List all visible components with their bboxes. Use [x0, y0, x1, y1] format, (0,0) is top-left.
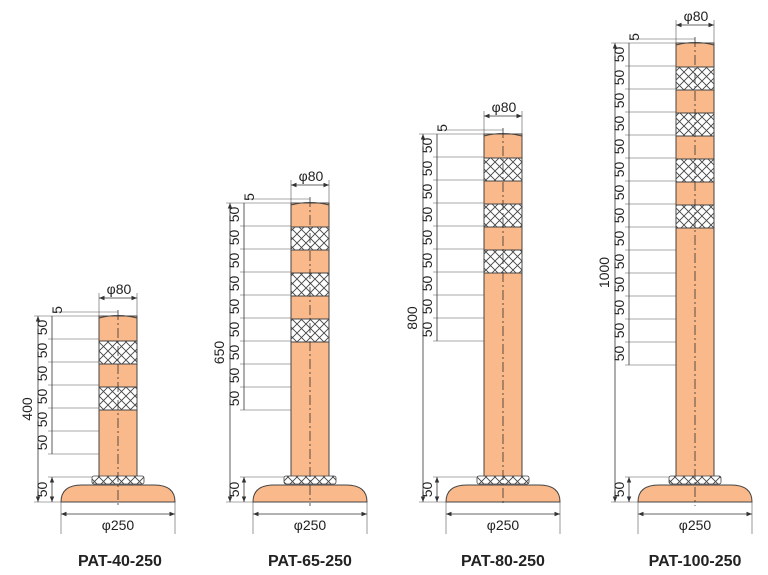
- band-dim-label: 50: [419, 230, 435, 246]
- band-dim-label: 50: [226, 230, 242, 246]
- band-dim-label: 50: [611, 47, 627, 63]
- base-height-label: 50: [34, 482, 50, 498]
- top-diameter-label: φ80: [107, 281, 132, 297]
- top-diameter-label: φ80: [492, 99, 517, 115]
- band-dim-label: 50: [611, 116, 627, 132]
- band-dim-label: 50: [611, 231, 627, 247]
- band-dim-label: 50: [419, 207, 435, 223]
- cap-label: 5: [434, 124, 450, 132]
- band-dim-label: 50: [34, 389, 50, 405]
- band-dim-label: 50: [34, 366, 50, 382]
- band-dim-label: 50: [226, 368, 242, 384]
- band-dim-label: 50: [419, 161, 435, 177]
- band-dim-label: 50: [611, 139, 627, 155]
- band-dim-label: 50: [34, 435, 50, 451]
- band-dim-label: 50: [34, 343, 50, 359]
- band-dim-label: 50: [611, 277, 627, 293]
- model-label: PAT-65-250: [268, 553, 352, 570]
- band-dim-label: 50: [226, 276, 242, 292]
- band-dim-label: 50: [419, 253, 435, 269]
- band-dim-label: 50: [419, 184, 435, 200]
- base-height-label: 50: [419, 482, 435, 498]
- band-dim-label: 50: [226, 207, 242, 223]
- model-label: PAT-80-250: [461, 553, 545, 570]
- band-dim-label: 50: [611, 162, 627, 178]
- band-dim-label: 50: [226, 345, 242, 361]
- height-label: 650: [211, 341, 227, 365]
- model-label: PAT-100-250: [649, 553, 742, 570]
- model-label: PAT-40-250: [78, 553, 162, 570]
- height-label: 1000: [596, 257, 612, 288]
- band-dim-label: 50: [419, 322, 435, 338]
- band-dim-label: 50: [611, 346, 627, 362]
- cap-label: 5: [241, 193, 257, 201]
- band-dim-label: 50: [611, 323, 627, 339]
- base-diameter-label: φ250: [487, 517, 520, 533]
- band-dim-label: 50: [226, 391, 242, 407]
- band-dim-label: 50: [419, 276, 435, 292]
- band-dim-label: 50: [34, 412, 50, 428]
- band-dim-label: 50: [34, 320, 50, 336]
- band-dim-label: 50: [419, 299, 435, 315]
- band-dim-label: 50: [611, 254, 627, 270]
- band-dim-label: 50: [611, 70, 627, 86]
- band-dim-label: 50: [419, 138, 435, 154]
- top-diameter-label: φ80: [299, 168, 324, 184]
- height-label: 800: [404, 306, 420, 330]
- band-dim-label: 50: [226, 322, 242, 338]
- base-diameter-label: φ250: [294, 517, 327, 533]
- cap-label: 5: [626, 33, 642, 41]
- top-diameter-label: φ80: [684, 8, 709, 24]
- band-dim-label: 50: [611, 208, 627, 224]
- base-height-label: 50: [226, 482, 242, 498]
- base-diameter-label: φ250: [102, 517, 135, 533]
- band-dim-label: 50: [226, 299, 242, 315]
- band-dim-label: 50: [611, 93, 627, 109]
- base-diameter-label: φ250: [679, 517, 712, 533]
- band-dim-label: 50: [611, 185, 627, 201]
- band-dim-label: 50: [226, 253, 242, 269]
- height-label: 400: [19, 397, 35, 421]
- base-height-label: 50: [611, 482, 627, 498]
- cap-label: 5: [49, 306, 65, 314]
- band-dim-label: 50: [611, 300, 627, 316]
